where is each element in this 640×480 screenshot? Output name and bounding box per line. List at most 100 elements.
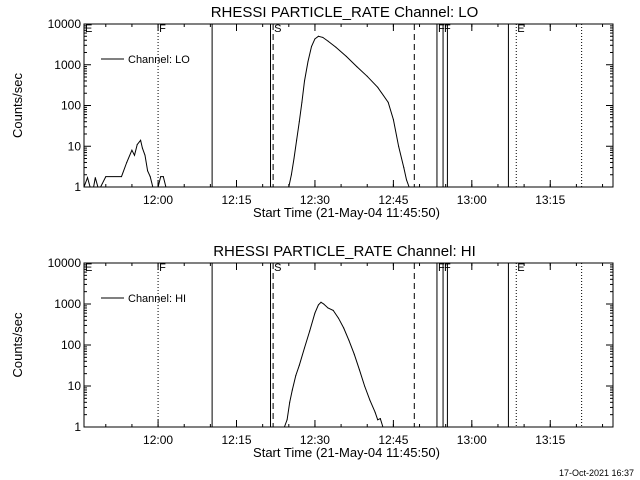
x-tick-label: 13:15 — [535, 193, 565, 207]
data-point — [295, 375, 297, 376]
data-point — [366, 75, 368, 77]
data-point — [144, 154, 146, 156]
x-tick-label: 12:45 — [378, 433, 408, 447]
data-point — [94, 177, 96, 179]
data-point — [356, 66, 358, 68]
plot-frame — [83, 23, 614, 188]
chart-title: RHESSI PARTICLE_RATE Channel: HI — [213, 243, 476, 260]
chart-title: RHESSI PARTICLE_RATE Channel: LO — [211, 4, 479, 21]
data-point — [162, 176, 164, 178]
marker-label: S — [274, 262, 281, 274]
chart-panel-2: RHESSI PARTICLE_RATE Channel: HIEFSFFE11… — [10, 243, 614, 460]
data-point — [348, 339, 350, 341]
y-tick-label: 1000 — [54, 58, 81, 72]
x-tick-label: 13:15 — [535, 433, 565, 447]
marker-label: F — [159, 23, 166, 35]
data-point — [374, 411, 376, 413]
data-point — [379, 418, 381, 420]
marker-label: E — [85, 262, 92, 274]
footer-timestamp: 17-Oct-2021 16:37 — [558, 468, 634, 478]
y-axis-label: Counts/sec — [10, 312, 25, 378]
plot-frame — [83, 262, 614, 428]
data-point — [286, 419, 288, 421]
data-point — [307, 61, 309, 62]
legend-label: Channel: LO — [128, 54, 190, 66]
data-point — [317, 35, 319, 37]
y-axis-label: Counts/sec — [10, 72, 25, 138]
marker-label: S — [274, 23, 281, 35]
data-point — [345, 55, 347, 57]
data-point — [140, 139, 142, 141]
chart-panel-1: RHESSI PARTICLE_RATE Channel: LOEFSFFE11… — [10, 4, 614, 220]
data-point — [121, 176, 122, 178]
x-tick-label: 12:15 — [221, 193, 251, 207]
data-point — [289, 401, 291, 403]
data-point — [296, 139, 298, 141]
data-point — [327, 40, 329, 42]
data-point — [131, 149, 133, 151]
marker-label: E — [85, 23, 92, 35]
data-point — [134, 154, 135, 156]
y-tick-label: 1 — [74, 420, 81, 434]
data-point — [343, 327, 345, 329]
y-tick-label: 100 — [61, 338, 81, 352]
x-tick-label: 12:00 — [143, 193, 173, 207]
y-tick-label: 1000 — [54, 297, 81, 311]
data-point — [323, 303, 325, 305]
data-point — [293, 158, 295, 159]
data-point — [87, 177, 88, 179]
data-point — [377, 86, 379, 88]
data-point — [332, 309, 334, 311]
series-line — [283, 301, 384, 428]
data-point — [136, 144, 138, 146]
data-point — [298, 364, 300, 366]
y-tick-label: 10000 — [48, 256, 82, 270]
marker-label: F — [159, 262, 166, 274]
x-tick-label: 13:00 — [457, 433, 487, 447]
marker-label: E — [517, 23, 524, 35]
data-point — [314, 38, 316, 40]
data-point — [126, 162, 128, 163]
marker-label: F — [438, 23, 445, 35]
data-point — [309, 330, 311, 332]
data-point — [392, 119, 394, 121]
x-tick-label: 13:00 — [457, 193, 487, 207]
data-point — [314, 312, 316, 314]
x-tick-label: 12:00 — [143, 433, 173, 447]
data-point — [406, 179, 407, 181]
x-axis-label: Start Time (21-May-04 11:45:50) — [253, 205, 440, 220]
data-point — [320, 301, 322, 303]
data-point — [327, 307, 329, 309]
data-point — [338, 317, 339, 319]
data-point — [298, 121, 300, 123]
data-point — [304, 347, 305, 349]
y-tick-label: 10 — [68, 379, 82, 393]
y-tick-label: 10 — [68, 139, 82, 153]
y-tick-label: 100 — [61, 99, 81, 113]
x-tick-label: 12:30 — [300, 433, 330, 447]
data-point — [141, 147, 143, 149]
data-point — [149, 176, 151, 178]
data-point — [301, 101, 303, 103]
data-point — [105, 176, 107, 178]
y-tick-label: 1 — [74, 180, 81, 194]
x-tick-label: 12:30 — [300, 193, 330, 207]
data-point — [398, 145, 400, 147]
marker-label: E — [517, 262, 524, 274]
data-point — [311, 46, 312, 47]
data-point — [335, 46, 337, 48]
data-point — [147, 170, 149, 172]
x-axis-label: Start Time (21-May-04 11:45:50) — [253, 445, 440, 460]
data-point — [322, 36, 324, 38]
data-point — [160, 176, 162, 178]
x-tick-label: 12:45 — [378, 193, 408, 207]
legend-label: Channel: HI — [128, 293, 186, 305]
marker-label: F — [438, 262, 445, 274]
data-point — [403, 167, 405, 169]
y-tick-label: 10000 — [48, 17, 82, 31]
data-point — [358, 369, 360, 371]
data-point — [364, 385, 366, 387]
data-point — [353, 353, 355, 355]
data-point — [304, 80, 305, 82]
